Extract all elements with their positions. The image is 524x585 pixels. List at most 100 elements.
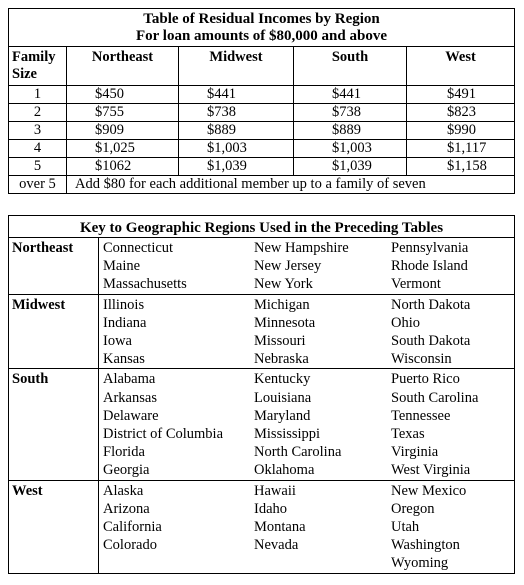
state-name: Oregon bbox=[391, 500, 435, 517]
state-name: Oklahoma bbox=[254, 462, 315, 479]
west-income-cell: $823 bbox=[406, 103, 515, 122]
state-name: Illinois bbox=[103, 296, 145, 313]
region-name: Northeast bbox=[8, 237, 99, 295]
state-name: Hawaii bbox=[254, 482, 296, 499]
state-name: Iowa bbox=[103, 333, 132, 350]
region-row: Midwest Illinois Michigan North Dakota India… bbox=[8, 293, 515, 370]
state-name: Ohio bbox=[391, 314, 420, 331]
income-title-line2: For loan amounts of $80,000 and above bbox=[135, 28, 387, 44]
state-name bbox=[254, 554, 391, 572]
northeast-income-cell: $909 bbox=[66, 121, 179, 140]
state-name: Vermont bbox=[391, 276, 441, 293]
state-name: Idaho bbox=[254, 500, 288, 517]
northeast-income-cell: $1062 bbox=[66, 157, 179, 176]
region-name: South bbox=[8, 368, 99, 481]
state-name: Florida bbox=[103, 444, 145, 461]
region-states: Connecticut New Hampshire Pennsylvania Main… bbox=[98, 237, 515, 295]
region-rows: Northeast Connecticut New Hampshire Pennsyl… bbox=[8, 237, 515, 574]
west-income-cell: $1,117 bbox=[406, 139, 515, 158]
region-key-table: Key to Geographic Regions Used in the Pr… bbox=[8, 215, 515, 574]
south-income-cell: $441 bbox=[293, 85, 407, 104]
region-states: Illinois Michigan North Dakota Indiana Minne… bbox=[98, 293, 515, 370]
state-name: Connecticut bbox=[103, 240, 174, 256]
state-name: Puerto Rico bbox=[391, 371, 460, 388]
residual-income-table: Table of Residual Incomes by Region For … bbox=[8, 8, 515, 194]
state-name: New Mexico bbox=[391, 482, 467, 499]
state-name: Texas bbox=[391, 426, 425, 443]
state-name: Michigan bbox=[254, 296, 310, 313]
state-name: Pennsylvania bbox=[391, 240, 469, 256]
midwest-income-cell: $738 bbox=[178, 103, 294, 122]
income-row: 3 $909 $889 $889 $990 bbox=[8, 121, 515, 140]
header-northeast: Northeast bbox=[66, 46, 179, 86]
state-name: Georgia bbox=[103, 462, 150, 479]
midwest-income-cell: $889 bbox=[178, 121, 294, 140]
west-income-cell: $491 bbox=[406, 85, 515, 104]
over-five-note: Add $80 for each additional member up to… bbox=[66, 175, 515, 194]
header-family-line1: Family bbox=[12, 49, 56, 65]
state-name: West Virginia bbox=[391, 462, 471, 479]
midwest-income-cell: $441 bbox=[178, 85, 294, 104]
over-five-label: over 5 bbox=[8, 175, 67, 194]
state-name: Wyoming bbox=[391, 555, 449, 572]
northeast-income-cell: $755 bbox=[66, 103, 179, 122]
state-grid: Illinois Michigan North Dakota Indiana Minne… bbox=[103, 296, 514, 369]
state-name: Arizona bbox=[103, 500, 150, 517]
northeast-income-cell: $1,025 bbox=[66, 139, 179, 158]
state-name: Kentucky bbox=[254, 371, 311, 388]
region-states: Alabama Kentucky Puerto Rico Arkansas Louisi… bbox=[98, 368, 515, 481]
state-name: District of Columbia bbox=[103, 426, 224, 443]
state-name: Montana bbox=[254, 519, 306, 536]
state-name: Tennessee bbox=[391, 407, 451, 424]
west-income-cell: $990 bbox=[406, 121, 515, 140]
state-name: Minnesota bbox=[254, 314, 316, 331]
income-row: 1 $450 $441 $441 $491 bbox=[8, 85, 515, 104]
state-name: Rhode Island bbox=[391, 258, 468, 275]
region-states: Alaska Hawaii New Mexico Arizona Idaho Oregon… bbox=[98, 479, 515, 574]
state-name: Wisconsin bbox=[391, 351, 452, 368]
state-name: New Jersey bbox=[254, 258, 322, 275]
family-size-cell: 2 bbox=[8, 103, 67, 122]
south-income-cell: $738 bbox=[293, 103, 407, 122]
header-midwest: Midwest bbox=[178, 46, 294, 86]
west-income-cell: $1,158 bbox=[406, 157, 515, 176]
income-row: 4 $1,025 $1,003 $1,003 $1,117 bbox=[8, 139, 515, 158]
income-rows: 1 $450 $441 $441 $491 2 $755 $738 $738 $823 3 $909 $… bbox=[8, 85, 515, 176]
state-name: Indiana bbox=[103, 314, 147, 331]
header-family-line2: Size bbox=[12, 66, 37, 82]
family-size-cell: 5 bbox=[8, 157, 67, 176]
state-name bbox=[103, 554, 254, 572]
header-west: West bbox=[406, 46, 515, 86]
state-grid: Alabama Kentucky Puerto Rico Arkansas Louisi… bbox=[103, 370, 514, 479]
state-name: Alabama bbox=[103, 371, 156, 388]
state-name: Nevada bbox=[254, 537, 299, 554]
state-name: Missouri bbox=[254, 333, 306, 350]
state-name: New York bbox=[254, 276, 313, 293]
state-grid: Alaska Hawaii New Mexico Arizona Idaho Oregon… bbox=[103, 482, 514, 573]
state-name: Mississippi bbox=[254, 426, 321, 443]
state-name: New Hampshire bbox=[254, 240, 349, 256]
header-south: South bbox=[293, 46, 407, 86]
income-table-title: Table of Residual Incomes by Region For … bbox=[8, 8, 515, 47]
region-name: West bbox=[8, 479, 99, 574]
state-name: Delaware bbox=[103, 407, 159, 424]
south-income-cell: $1,003 bbox=[293, 139, 407, 158]
state-name: Maryland bbox=[254, 407, 311, 424]
header-family-size: Family Size bbox=[8, 46, 67, 86]
region-name: Midwest bbox=[8, 293, 99, 370]
northeast-income-cell: $450 bbox=[66, 85, 179, 104]
state-name: Colorado bbox=[103, 537, 157, 554]
south-income-cell: $889 bbox=[293, 121, 407, 140]
south-income-cell: $1,039 bbox=[293, 157, 407, 176]
state-name: North Dakota bbox=[391, 296, 471, 313]
state-name: Alaska bbox=[103, 482, 144, 499]
midwest-income-cell: $1,003 bbox=[178, 139, 294, 158]
family-size-cell: 3 bbox=[8, 121, 67, 140]
state-name: Nebraska bbox=[254, 351, 309, 368]
midwest-income-cell: $1,039 bbox=[178, 157, 294, 176]
region-row: West Alaska Hawaii New Mexico Arizona Idaho Or… bbox=[8, 479, 515, 574]
state-name: Maine bbox=[103, 258, 141, 275]
region-row: Northeast Connecticut New Hampshire Pennsyl… bbox=[8, 237, 515, 295]
state-name: Kansas bbox=[103, 351, 145, 368]
state-name: Arkansas bbox=[103, 389, 157, 406]
